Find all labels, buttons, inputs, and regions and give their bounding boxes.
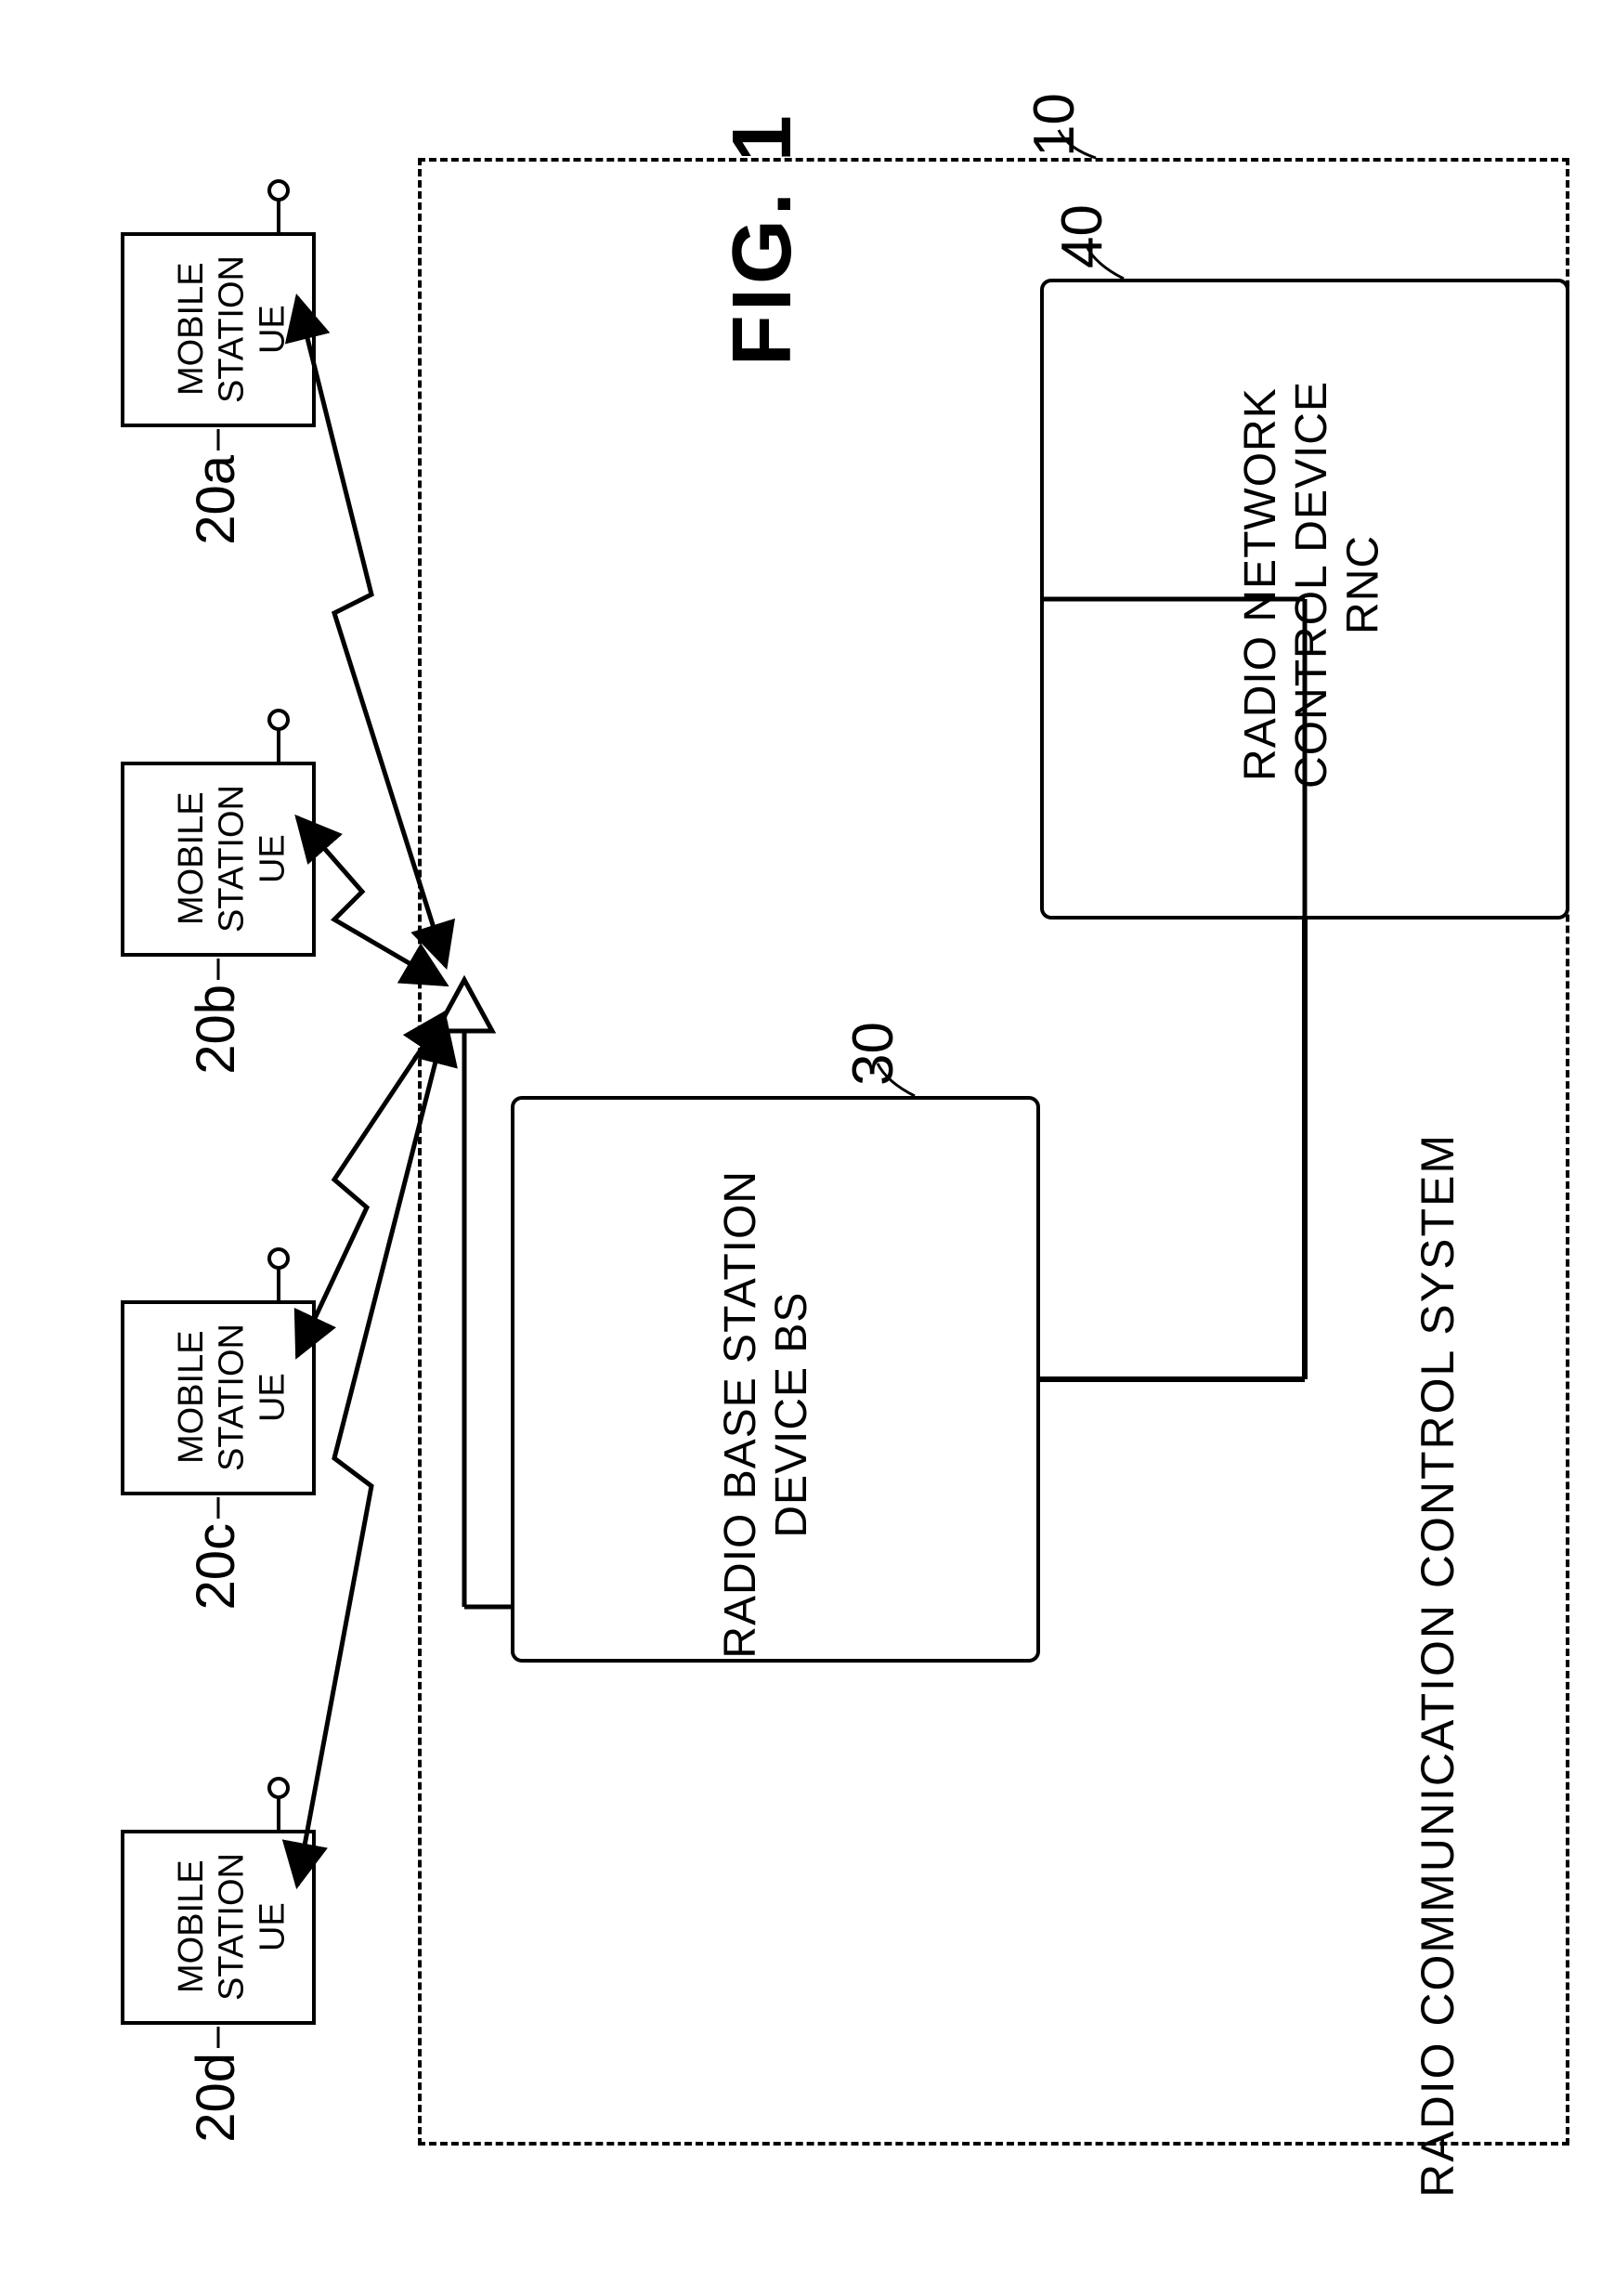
ref-20d: 20d: [186, 2053, 248, 2143]
ref-20a: 20a: [186, 455, 248, 545]
mobile-label-d: MOBILE STATION UE: [172, 1853, 293, 2001]
ref-30: 30: [840, 1022, 906, 1086]
rnc-label: RADIO NETWORK CONTROL DEVICE RNC: [1235, 381, 1389, 789]
bs-label: RADIO BASE STATION DEVICE BS: [715, 1170, 817, 1659]
mobile-label-a: MOBILE STATION UE: [172, 255, 293, 403]
mobile-label-b: MOBILE STATION UE: [172, 785, 293, 933]
ref-40: 40: [1049, 204, 1115, 268]
mobile-label-c: MOBILE STATION UE: [172, 1324, 293, 1471]
ref-10: 10: [1022, 93, 1087, 157]
ref-20b: 20b: [186, 985, 248, 1075]
system-label: RADIO COMMUNICATION CONTROL SYSTEM: [1412, 1133, 1465, 2198]
ref-20c: 20c: [186, 1523, 248, 1611]
